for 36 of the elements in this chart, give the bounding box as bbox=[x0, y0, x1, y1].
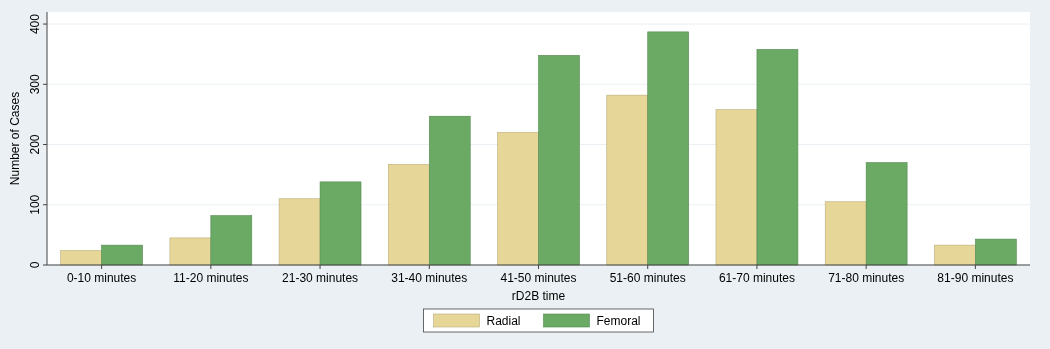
bar bbox=[975, 238, 1017, 266]
x-axis-title: rD2B time bbox=[511, 289, 566, 303]
x-tick-label: 81-90 minutes bbox=[937, 271, 1014, 285]
bar bbox=[715, 109, 758, 266]
x-tick-label: 61-70 minutes bbox=[718, 271, 795, 285]
x-tick-label: 11-20 minutes bbox=[173, 271, 249, 285]
bar bbox=[824, 201, 867, 266]
x-tick-label: 41-50 minutes bbox=[500, 271, 577, 285]
bar bbox=[169, 237, 212, 266]
bar bbox=[319, 181, 362, 266]
bar bbox=[647, 31, 689, 266]
bar bbox=[538, 55, 580, 266]
x-tick-label: 0-10 minutes bbox=[66, 271, 137, 285]
bar bbox=[606, 94, 649, 266]
bar bbox=[428, 115, 471, 266]
bar bbox=[865, 162, 908, 266]
x-tick-label: 71-80 minutes bbox=[828, 271, 905, 285]
y-tick-label: 0 bbox=[28, 261, 42, 269]
bar bbox=[60, 250, 102, 266]
bar bbox=[497, 132, 539, 266]
legend-label: Femoral bbox=[596, 314, 641, 328]
bar bbox=[278, 198, 321, 266]
x-tick-label: 21-30 minutes bbox=[282, 271, 359, 285]
legend-label: Radial bbox=[486, 314, 521, 328]
x-tick-label: 51-60 minutes bbox=[609, 271, 686, 285]
bar bbox=[210, 215, 253, 266]
bar bbox=[388, 164, 430, 266]
y-axis-title: Number of Cases bbox=[8, 91, 22, 186]
bar bbox=[756, 49, 799, 266]
x-tick-label: 31-40 minutes bbox=[391, 271, 468, 285]
y-tick-label: 400 bbox=[28, 13, 42, 35]
y-tick-label: 300 bbox=[28, 73, 42, 95]
bar bbox=[101, 244, 143, 266]
y-tick-label: 100 bbox=[28, 194, 42, 215]
y-tick-label: 200 bbox=[28, 134, 42, 155]
bar bbox=[934, 244, 976, 266]
